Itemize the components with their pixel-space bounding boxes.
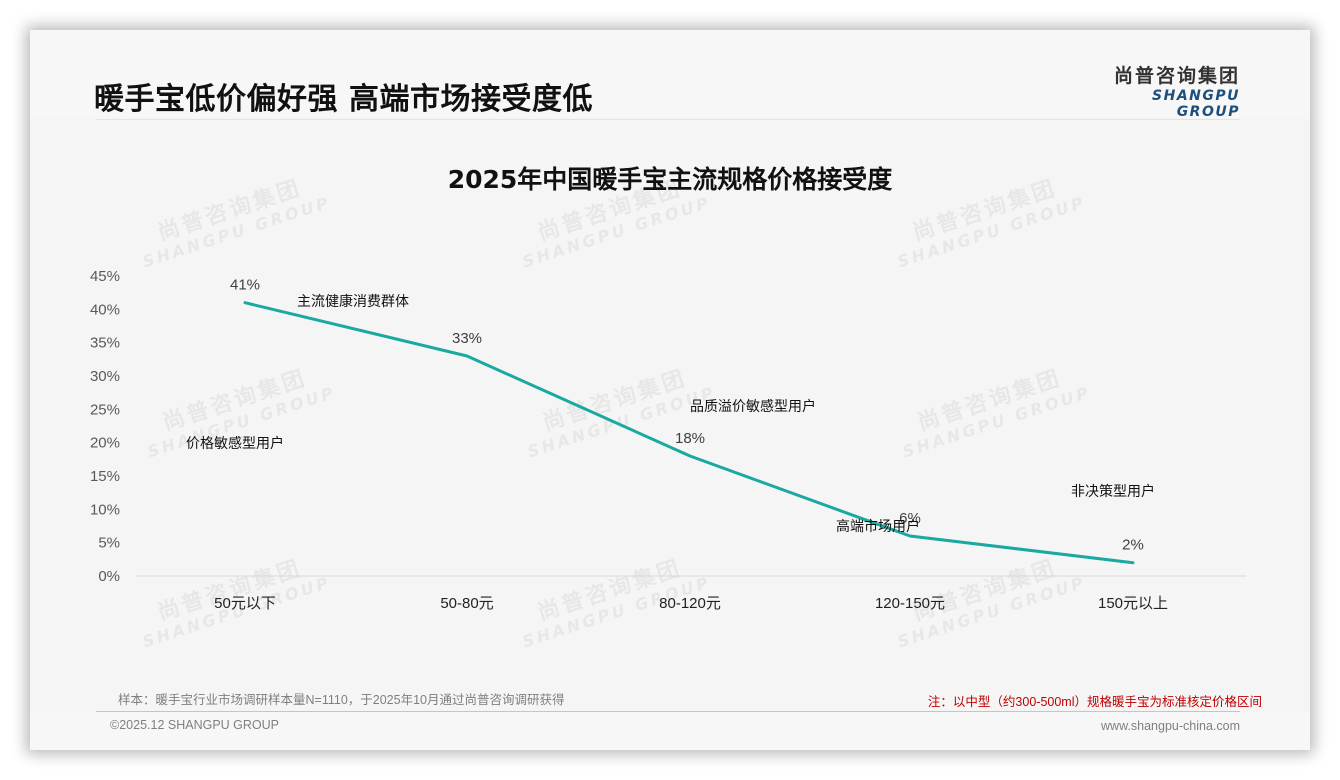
logo-text-en: SHANGPU GROUP [1152,88,1240,120]
logo-text-cn: 尚普咨询集团 [1113,65,1240,87]
x-tick-label: 120-150元 [875,595,945,612]
company-logo: 尚普咨询集团 SHANGPU GROUP [1088,64,1240,120]
sample-note: 样本：暖手宝行业市场调研样本量N=1110，于2025年10月通过尚普咨询调研获… [118,693,565,707]
x-tick-label: 50元以下 [214,595,276,612]
spec-note: 注：以中型（约300-500ml）规格暖手宝为标准核定价格区间 [927,695,1262,709]
y-tick-label: 15% [90,468,120,485]
y-axis: 0% 5% 10% 15% 20% 25% 30% 35% 40% 45% [90,268,120,585]
y-tick-label: 20% [90,435,120,452]
series-line [243,301,1135,565]
y-tick-label: 35% [90,335,120,352]
footer-band [30,712,1310,750]
line-chart: 0% 5% 10% 15% 20% 25% 30% 35% 40% 45% 50元以下 50-80元… [90,268,1246,612]
annotation-price-sensitive: 价格敏感型用户 [186,435,284,451]
y-tick-label: 25% [90,401,120,418]
data-label: 2% [1122,537,1144,554]
data-label: 41% [230,277,260,294]
chart-title: 2025年中国暖手宝主流规格价格接受度 [447,165,893,194]
annotation-high-end: 高端市场用户 [836,518,920,534]
header-divider [96,119,1240,120]
copyright: ©2025.12 SHANGPU GROUP [110,718,279,732]
y-tick-label: 30% [90,368,120,385]
y-tick-label: 40% [90,301,120,318]
slide: 暖手宝低价偏好强 高端市场接受度低 尚普咨询集团 SHANGPU GROUP 尚… [30,30,1310,750]
annotation-non-decision: 非决策型用户 [1071,483,1155,499]
footer-divider [96,711,1240,712]
annotations: 主流健康消费群体 价格敏感型用户 品质溢价敏感型用户 高端市场用户 非决策型用户 [186,293,1155,534]
website-link[interactable]: www.shangpu-china.com [1101,719,1240,733]
y-tick-label: 0% [98,568,120,585]
annotation-mainstream: 主流健康消费群体 [297,293,409,309]
y-tick-label: 10% [90,501,120,518]
x-tick-label: 50-80元 [440,595,493,612]
annotation-quality-premium: 品质溢价敏感型用户 [690,398,816,414]
header-band [30,30,1310,118]
data-label: 6% [899,510,921,527]
x-axis: 50元以下 50-80元 80-120元 120-150元 150元以上 [214,595,1168,612]
x-tick-label: 150元以上 [1098,595,1168,612]
x-tick-label: 80-120元 [659,595,721,612]
y-tick-label: 45% [90,268,120,285]
data-labels: 41% 33% 18% 6% 2% [230,277,1144,554]
data-label: 18% [675,430,705,447]
data-label: 33% [452,330,482,347]
page-title: 暖手宝低价偏好强 高端市场接受度低 [94,82,593,117]
y-tick-label: 5% [98,535,120,552]
